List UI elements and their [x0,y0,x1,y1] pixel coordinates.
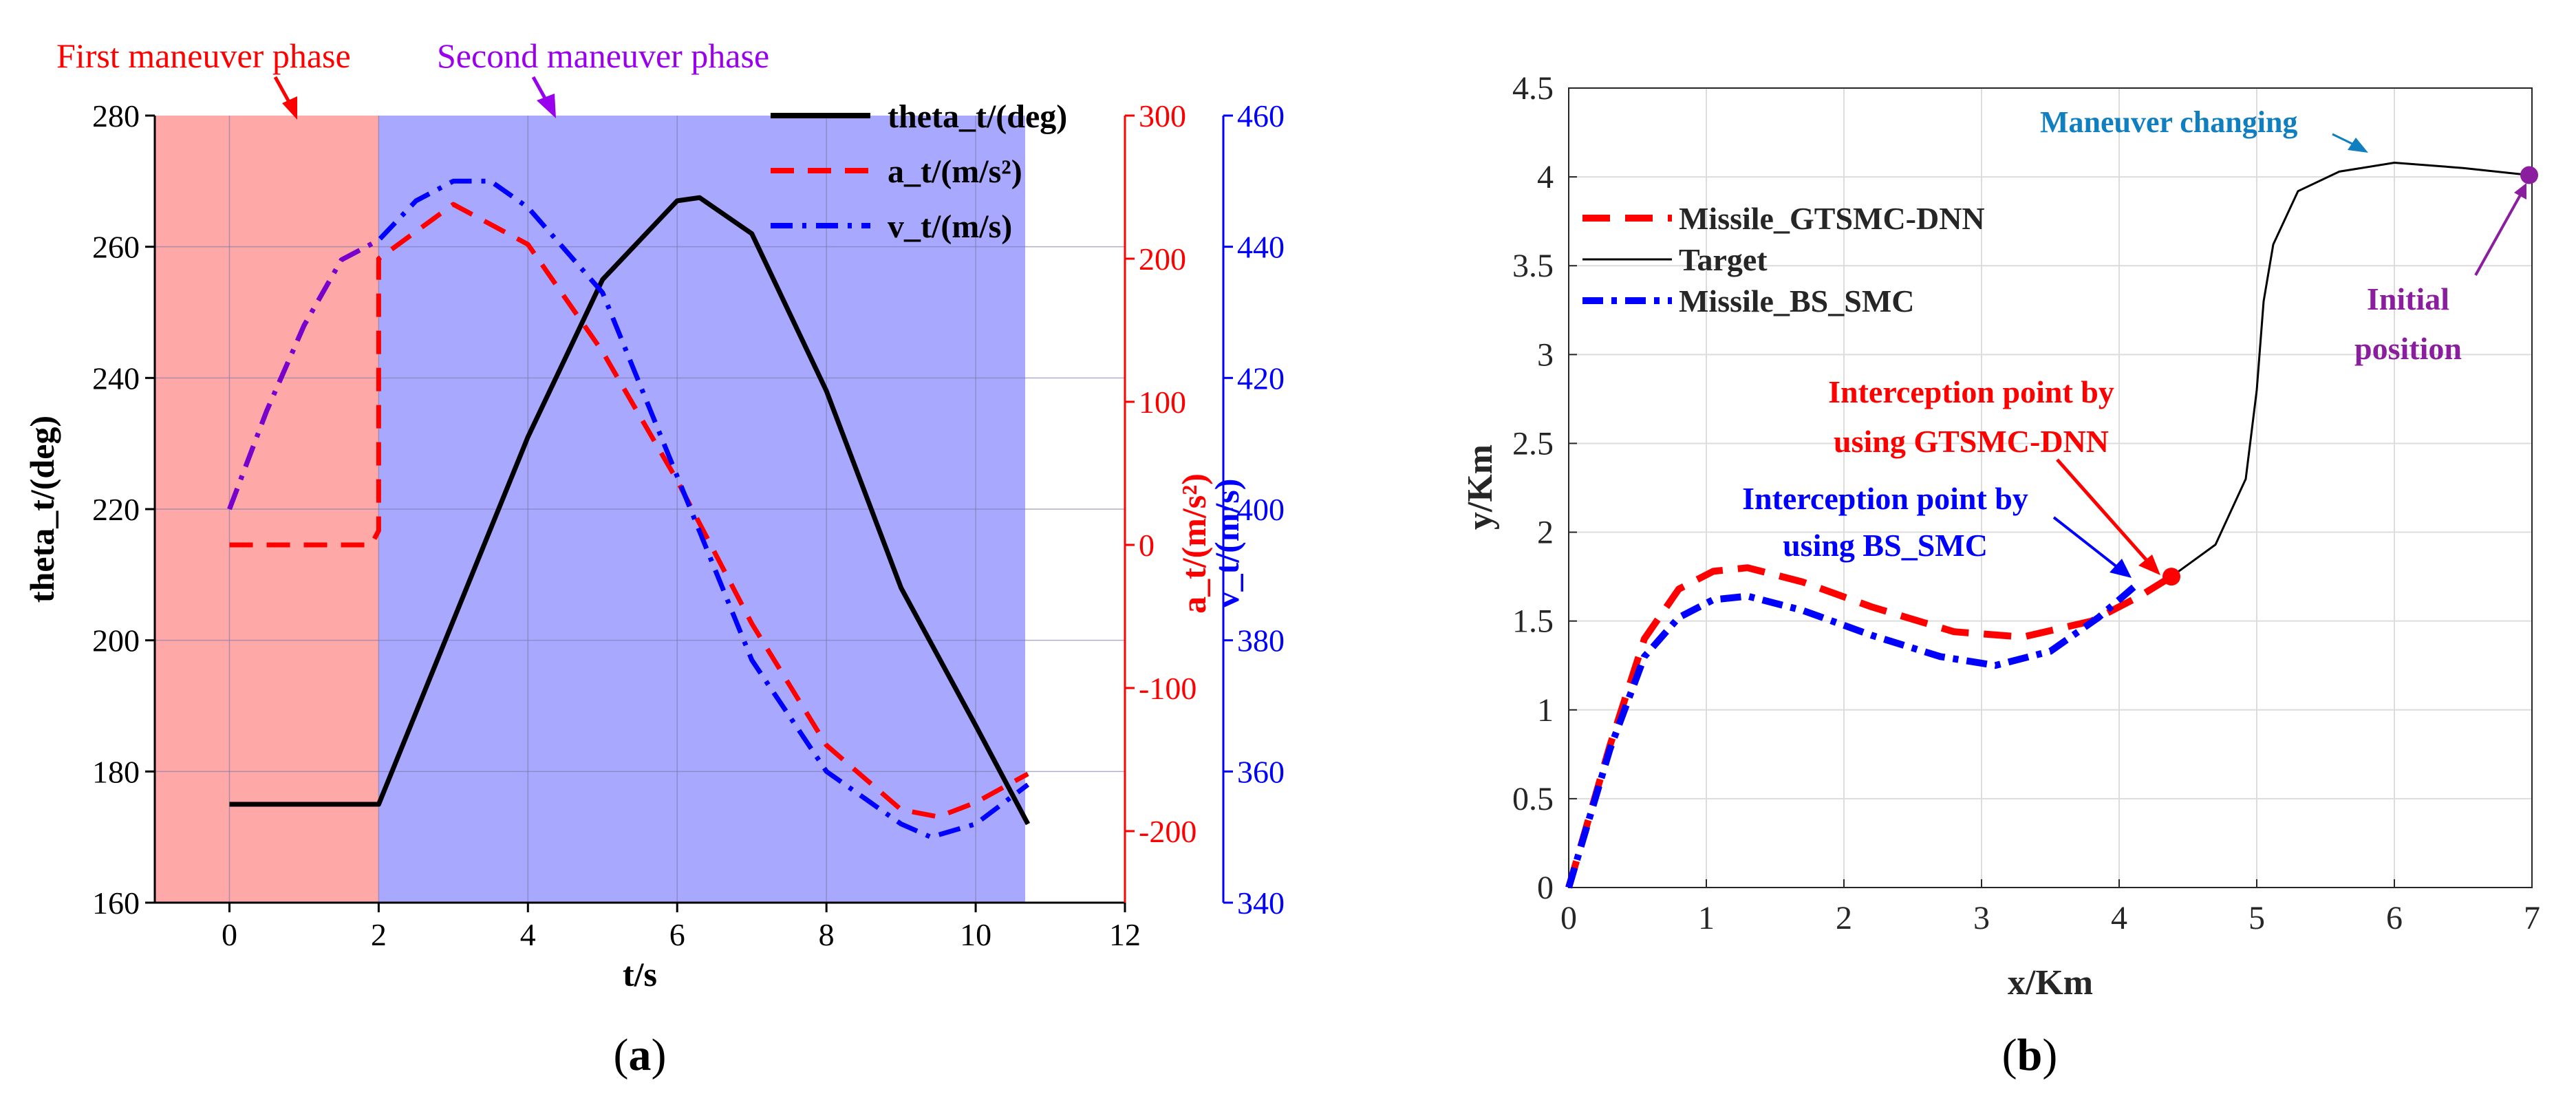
annotation-initial-position-line-2: position [2354,331,2462,366]
tick-label-x: 8 [819,917,835,952]
panel-b: 0 1 2 3 4 5 6 7 0 0.5 1 1.5 2 2.5 3 3.5 4 4.5 x/Km y/Km Miss… [1461,70,2540,1080]
annotation-maneuver-changing: Maneuver changing [2040,105,2297,139]
tick-label-left: 240 [92,361,140,396]
tick-label-right-velocity: 440 [1237,230,1285,265]
panel-label-b-open: ( [2002,1030,2017,1080]
tick-label-right-velocity: 360 [1237,754,1285,789]
trajectory-1 [1565,564,2174,889]
tick-label-right-accel: 0 [1139,528,1155,563]
arrowhead-first-phase [282,96,297,120]
tick-label-right-velocity: 460 [1237,98,1285,133]
tick-label-right-accel: -100 [1139,671,1196,706]
arrow-initial-position [2474,192,2523,276]
plot-frame [1568,87,2533,888]
annotation-first-phase: First maneuver phase [56,36,351,75]
tick-label-y: 0 [1537,870,1554,906]
legend-label-3: v_t/(m/s) [888,208,1012,245]
legend-label-1: Missile_GTSMC-DNN [1679,201,1985,236]
tick-label-left: 180 [92,754,140,789]
annotation-gtsmc-line-1: Interception point by [1828,374,2114,409]
arrowhead-maneuver-changing [2348,138,2368,153]
arrow-first-phase [273,76,291,103]
marker-gtsmc-interception [2162,568,2180,586]
tick-label-y: 2.5 [1512,425,1554,462]
marker-initial-position [2520,166,2538,184]
tick-label-y: 2 [1537,515,1554,551]
trajectory-2 [2171,162,2530,578]
series-line-2 [229,202,1029,819]
panel-label-b-letter: b [2017,1030,2043,1080]
annotation-initial-position-line-1: Initial [2367,281,2449,316]
legend-b: Missile_GTSMC-DNN Target Missile_BS_SMC [1582,201,1985,319]
tick-label-right-velocity: 420 [1237,361,1285,396]
tick-label-x: 2 [371,917,387,952]
tick-label-left: 160 [92,885,140,921]
panel-label-a: (a) [614,1030,667,1080]
tick-label-right-velocity: 340 [1237,885,1285,921]
tick-label-x: 0 [222,917,237,952]
annotation-second-phase: Second maneuver phase [437,36,769,75]
tick-label-right-velocity: 400 [1237,492,1285,527]
tick-label-right-accel: -200 [1139,814,1196,849]
panel-label-b-close: ) [2042,1030,2057,1080]
x-axis-label: t/s [623,955,657,993]
y-axis-label: y/Km [1461,444,1500,530]
tick-label-x: 10 [960,917,991,952]
arrow-bs-smc [2052,516,2122,571]
tick-label-x: 12 [1109,917,1141,952]
tick-label-left: 200 [92,623,140,658]
tick-label-x: 2 [1836,900,1852,936]
series-velocity-first-phase [227,238,380,510]
annotation-gtsmc-line-2: using GTSMC-DNN [1834,424,2109,459]
legend-label-3: Missile_BS_SMC [1679,283,1914,319]
tick-label-y: 3.5 [1512,248,1554,284]
tick-label-y: 0.5 [1512,781,1554,817]
tick-label-x: 4 [520,917,536,952]
tick-label-x: 6 [669,917,685,952]
panel-label-b: (b) [2002,1030,2058,1080]
panel-label-a-close: ) [652,1030,667,1080]
tick-label-left: 280 [92,98,140,133]
tick-label-x: 5 [2248,900,2265,936]
tick-label-y: 4 [1537,159,1554,195]
y-axis-label-velocity: v_t/(m/s) [1208,479,1246,609]
panel-label-a-letter: a [629,1030,652,1080]
x-axis-label: x/Km [2008,963,2093,1002]
tick-label-left: 260 [92,230,140,265]
tick-label-right-velocity: 380 [1237,623,1285,658]
tick-label-x: 1 [1698,900,1715,936]
tick-label-left: 220 [92,492,140,527]
legend-label-2: Target [1679,242,1768,277]
arrowhead-initial-position [2514,183,2526,200]
tick-label-x: 3 [1973,900,1990,936]
arrowhead-bs-smc [2110,559,2132,578]
legend-label-1: theta_t/(deg) [888,98,1067,135]
tick-label-y: 3 [1537,336,1554,373]
tick-label-right-accel: 100 [1139,385,1186,420]
y-axis-label-left: theta_t/(deg) [23,416,61,603]
y-axis-label-accel: a_t/(m/s²) [1174,473,1213,614]
tick-label-y: 4.5 [1512,70,1554,107]
tick-label-x: 4 [2111,900,2127,936]
annotation-bs-smc-line-2: using BS_SMC [1783,528,1988,563]
tick-label-right-accel: 300 [1139,98,1186,133]
legend-a: theta_t/(deg) a_t/(m/s²) v_t/(m/s) [771,98,1067,245]
tick-label-x: 0 [1560,900,1577,936]
arrowhead-second-phase [537,94,556,118]
tick-label-x: 6 [2386,900,2403,936]
arrow-gtsmc [2056,458,2151,566]
panel-a: 160 180 200 220 240 260 280 0 2 4 6 8 10 12 t/s theta_t… [23,36,1285,1080]
tick-label-x: 7 [2524,900,2540,936]
tick-label-right-accel: 200 [1139,241,1186,277]
panel-label-a-open: ( [614,1030,629,1080]
series-line-1 [229,195,1031,826]
legend-label-2: a_t/(m/s²) [888,153,1022,190]
arrowhead-gtsmc [2138,555,2160,575]
trajectory-3 [1565,579,2143,889]
annotation-bs-smc-line-1: Interception point by [1742,481,2028,516]
tick-label-y: 1 [1537,692,1554,729]
tick-label-y: 1.5 [1512,603,1554,640]
